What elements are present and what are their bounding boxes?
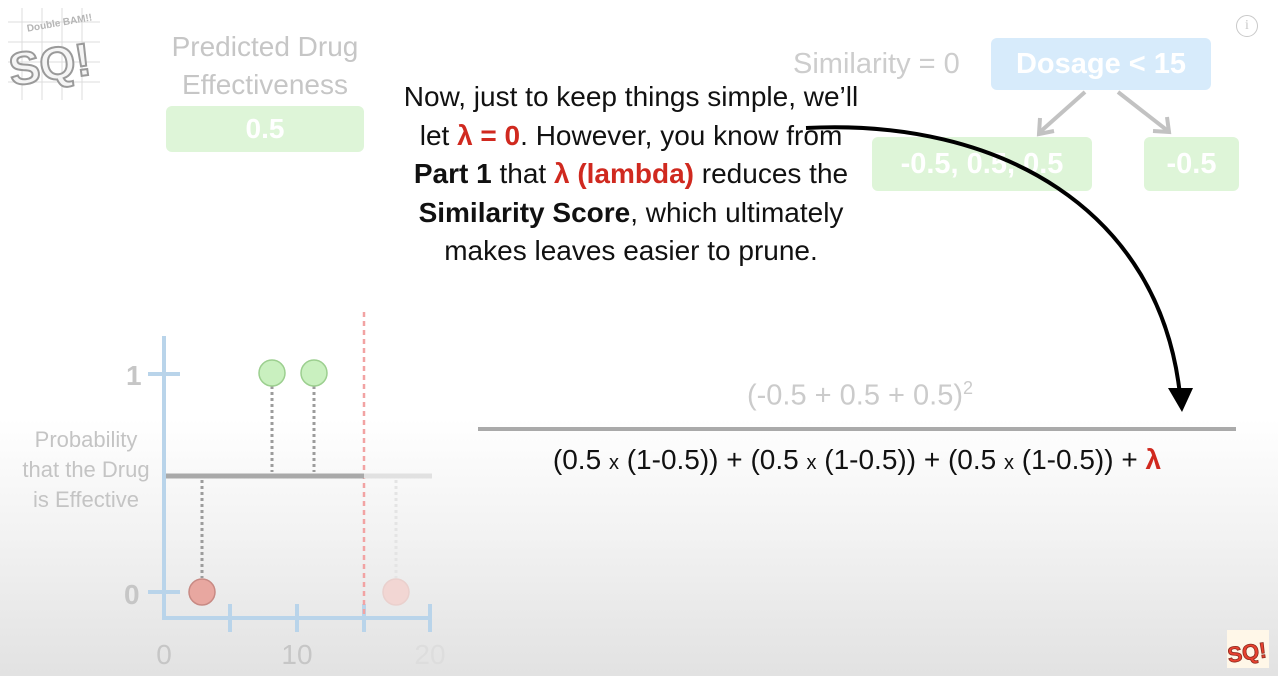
plus-sign-2: +	[916, 444, 948, 475]
title-line-2: Effectiveness	[181, 69, 349, 100]
narration-p3: that	[491, 158, 554, 189]
times-sign-2: x	[806, 452, 817, 474]
data-point-1	[188, 578, 216, 606]
x-tick-20: 20	[414, 639, 445, 670]
narration-text: Now, just to keep things simple, we’ll l…	[392, 78, 870, 271]
narration-p5: , which ultimately makes leaves easier t…	[444, 196, 844, 267]
denom-term-3-close: (1-0.5))	[1014, 444, 1114, 475]
data-point-2	[258, 359, 286, 387]
times-sign-3: x	[1004, 452, 1014, 474]
part-1-reference: Part 1	[413, 158, 492, 189]
numerator-exponent: 2	[963, 378, 974, 398]
graph-axes	[148, 336, 432, 632]
info-icon[interactable]: i	[1236, 15, 1258, 37]
times-sign-1: x	[608, 452, 619, 474]
curved-arrow	[805, 125, 1182, 396]
similarity-score-term: Similarity Score	[418, 196, 631, 228]
plus-sign-1: +	[718, 444, 751, 475]
y-tick-1: 1	[126, 360, 142, 391]
lambda-equals-zero: λ = 0	[457, 119, 521, 151]
numerator-expression: (-0.5 + 0.5 + 0.5)	[746, 379, 963, 412]
denom-term-1-open: (0.5	[552, 444, 609, 475]
prediction-value-box: 0.5	[166, 106, 364, 152]
title-line-1: Predicted Drug	[171, 31, 359, 62]
statquest-logo: Double BAM!! SQ!	[4, 4, 104, 104]
fraction-bar	[478, 427, 1236, 431]
narration-p1: Now, just to keep things simple, we’ll l…	[403, 81, 859, 151]
denom-term-2-close: (1-0.5))	[816, 444, 917, 475]
formula-denominator: (0.5 x (1-0.5)) + (0.5 x (1-0.5)) + (0.5…	[478, 444, 1236, 476]
narration-p2: . However, you know from	[520, 119, 843, 151]
predicted-effectiveness-title: Predicted Drug Effectiveness	[140, 28, 390, 104]
similarity-label: Similarity = 0	[793, 48, 960, 80]
y-axis-label: Probability that the Drug is Effective	[22, 427, 150, 512]
denom-term-3-open: (0.5	[947, 444, 1004, 475]
x-tick-0: 0	[156, 639, 172, 670]
tree-right-leaf: -0.5	[1144, 137, 1239, 191]
logo-main-text: SQ!	[6, 33, 94, 96]
plus-sign-3: +	[1113, 444, 1146, 475]
statquest-logo-small: SQ!	[1226, 630, 1269, 668]
arrow-head	[1168, 388, 1193, 412]
denom-term-1-close: (1-0.5))	[618, 444, 719, 475]
tree-left-leaf: -0.5, 0.5, 0.5	[872, 137, 1092, 191]
y-tick-0: 0	[124, 579, 140, 610]
data-point-4	[382, 578, 410, 606]
lambda-symbol: λ	[1145, 444, 1162, 475]
data-point-3	[300, 359, 328, 387]
narration-p4: reduces the	[694, 158, 849, 189]
formula-numerator: (-0.5 + 0.5 + 0.5)2	[600, 378, 1120, 413]
denom-term-2-open: (0.5	[750, 444, 807, 475]
lambda-name: λ (lambda)	[553, 158, 694, 189]
logo-small-main-text: SQ!	[1226, 637, 1268, 667]
tree-branches	[1036, 90, 1172, 137]
tree-root-node: Dosage < 15	[991, 38, 1211, 90]
x-tick-10: 10	[281, 639, 312, 670]
